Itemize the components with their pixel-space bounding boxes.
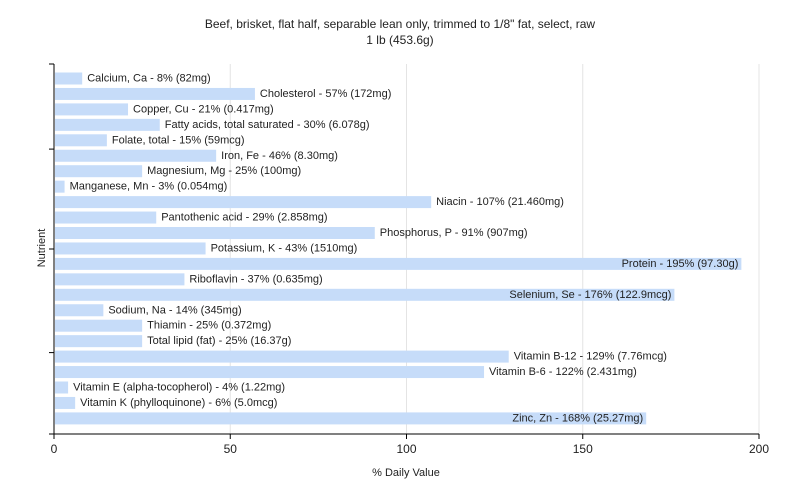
bar-label-3: Fatty acids, total saturated - 30% (6.07…: [165, 119, 370, 131]
bar-13: [55, 273, 185, 286]
bar-7: [55, 180, 65, 193]
bar-label-0: Calcium, Ca - 8% (82mg): [87, 73, 210, 85]
bar-6: [55, 165, 143, 178]
bar-label-10: Phosphorus, P - 91% (907mg): [380, 227, 528, 239]
bar-label-11: Potassium, K - 43% (1510mg): [211, 242, 358, 254]
bar-label-12: Protein - 195% (97.30g): [622, 258, 739, 270]
bars-group: Calcium, Ca - 8% (82mg) Cholesterol - 57%…: [55, 72, 742, 425]
bar-label-8: Niacin - 107% (21.460mg): [436, 196, 564, 208]
bar-label-21: Vitamin K (phylloquinone) - 6% (5.0mcg): [80, 397, 277, 409]
bar-17: [55, 335, 143, 348]
bar-label-9: Pantothenic acid - 29% (2.858mg): [161, 212, 327, 224]
bar-8: [55, 196, 432, 209]
x-tick-label-3: 150: [573, 442, 593, 456]
bar-label-1: Cholesterol - 57% (172mg): [260, 88, 391, 100]
bar-label-17: Total lipid (fat) - 25% (16.37g): [147, 335, 291, 347]
bar-11: [55, 242, 206, 255]
bar-18: [55, 350, 509, 363]
bar-label-6: Magnesium, Mg - 25% (100mg): [147, 165, 301, 177]
x-axis-title: % Daily Value: [372, 467, 440, 479]
axes-group: 0 50 100 150 200: [49, 63, 769, 456]
bar-label-5: Iron, Fe - 46% (8.30mg): [221, 150, 338, 162]
bar-20: [55, 381, 69, 394]
bar-label-20: Vitamin E (alpha-tocopherol) - 4% (1.22m…: [73, 382, 285, 394]
bar-12: [55, 257, 742, 270]
bar-16: [55, 319, 143, 332]
bar-label-22: Zinc, Zn - 168% (25.27mg): [512, 412, 643, 424]
bar-19: [55, 366, 485, 379]
bar-label-4: Folate, total - 15% (59mcg): [112, 134, 245, 146]
bar-label-13: Riboflavin - 37% (0.635mg): [189, 273, 322, 285]
x-tick-label-0: 0: [51, 442, 58, 456]
bar-21: [55, 396, 76, 409]
bar-label-7: Manganese, Mn - 3% (0.054mg): [70, 181, 228, 193]
bar-3: [55, 118, 160, 131]
bar-1: [55, 87, 255, 100]
bar-label-19: Vitamin B-6 - 122% (2.431mg): [489, 366, 637, 378]
x-tick-label-2: 100: [396, 442, 416, 456]
bar-label-2: Copper, Cu - 21% (0.417mg): [133, 103, 274, 115]
bar-label-15: Sodium, Na - 14% (345mg): [108, 304, 241, 316]
bar-15: [55, 304, 104, 317]
bar-label-16: Thiamin - 25% (0.372mg): [147, 320, 271, 332]
bar-5: [55, 149, 217, 162]
y-axis-title: Nutrient: [36, 229, 48, 268]
bar-0: [55, 72, 83, 85]
bar-label-18: Vitamin B-12 - 129% (7.76mcg): [514, 351, 667, 363]
bar-22: [55, 412, 647, 425]
bar-14: [55, 288, 675, 301]
bar-label-14: Selenium, Se - 176% (122.9mcg): [509, 289, 671, 301]
x-tick-label-4: 200: [749, 442, 769, 456]
chart-title: Beef, brisket, flat half, separable lean…: [205, 17, 596, 31]
chart-subtitle: 1 lb (453.6g): [366, 33, 433, 47]
bar-10: [55, 227, 375, 239]
x-tick-label-1: 50: [224, 442, 238, 456]
bar-9: [55, 211, 157, 224]
bar-4: [55, 134, 107, 147]
bar-2: [55, 103, 129, 116]
